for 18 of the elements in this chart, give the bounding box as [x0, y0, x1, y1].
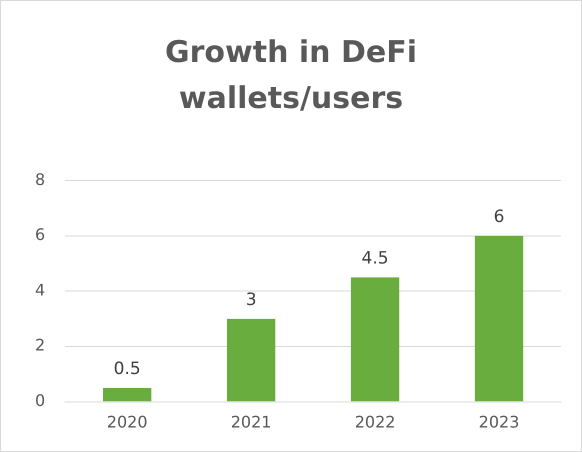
x-tick-label: 2020 — [106, 412, 148, 432]
y-tick-label: 0 — [34, 390, 46, 410]
data-label: 0.5 — [114, 358, 141, 379]
y-tick-label: 4 — [34, 280, 46, 300]
data-label: 6 — [494, 206, 504, 227]
data-label: 4.5 — [362, 248, 389, 268]
bar — [102, 388, 152, 402]
bar — [226, 318, 276, 402]
x-tick-label: 2021 — [230, 412, 272, 432]
x-tick-label: 2022 — [354, 412, 396, 432]
x-tick-label: 2023 — [478, 412, 520, 432]
y-tick-label: 8 — [34, 170, 46, 189]
bar — [350, 277, 400, 402]
y-tick-label: 2 — [34, 336, 46, 355]
y-tick-label: 6 — [34, 225, 46, 244]
chart-title: Growth in DeFi wallets/users — [164, 34, 418, 118]
bar — [474, 236, 524, 402]
data-label: 3 — [246, 290, 257, 310]
